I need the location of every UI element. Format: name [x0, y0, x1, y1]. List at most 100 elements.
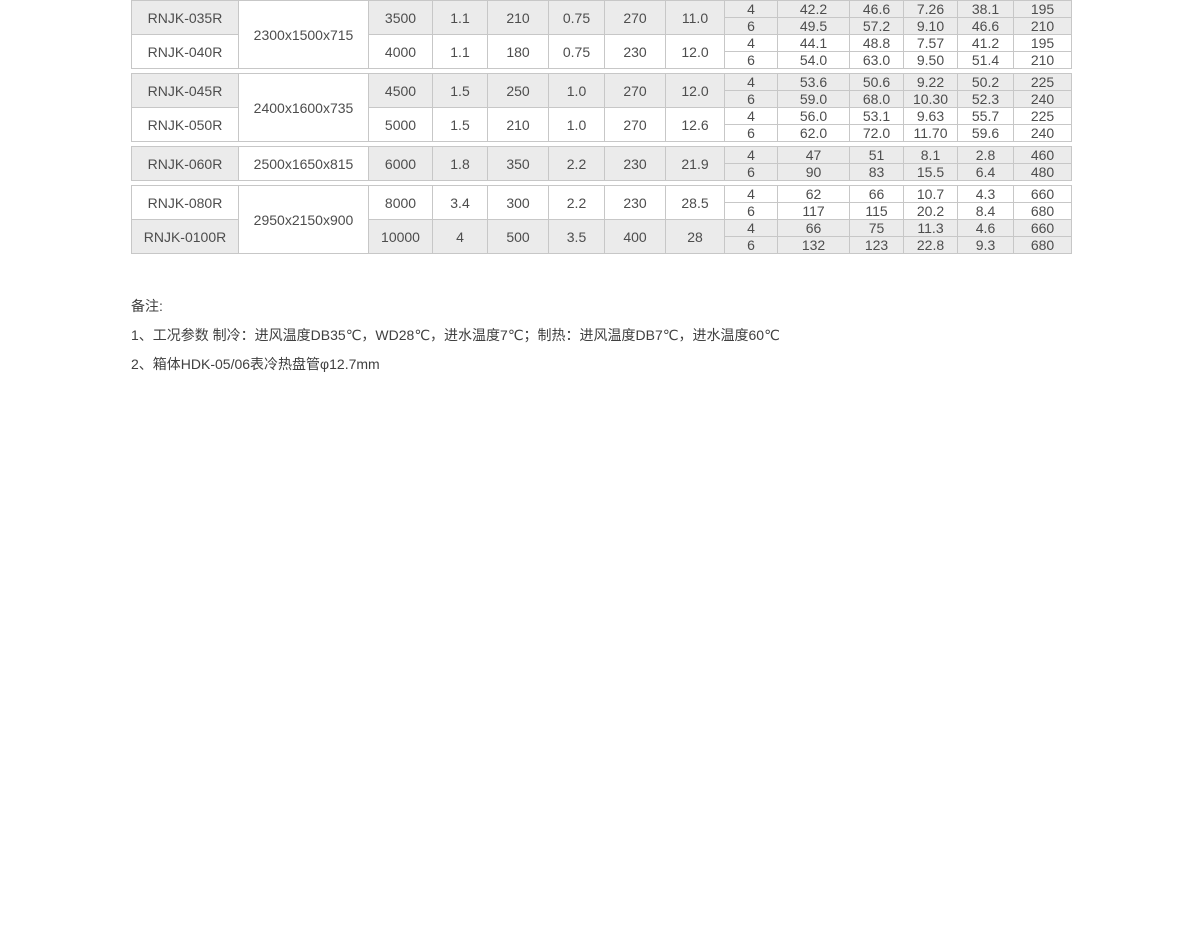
value-cell: 195: [1013, 0, 1072, 18]
coil-rows-cell: 6: [724, 124, 778, 142]
model-cell: RNJK-060R: [131, 146, 239, 181]
value-cell: 47: [777, 146, 850, 164]
value-cell: 68.0: [849, 90, 904, 108]
table-row: RNJK-035R 2300x1500x715 3500 1.1 210 0.75 270 1…: [131, 0, 1072, 69]
value-cell: 90: [777, 163, 850, 181]
dimension-cell: 2950x2150x900: [238, 185, 369, 254]
table-row: RNJK-050R 5000 1.5 210 1.0 270 12.6 4 56.0 53.1 9.…: [131, 107, 1072, 142]
value-cell: 42.2: [777, 0, 850, 18]
table-row: 6 90 83 15.5 6.4 480: [132, 163, 1072, 181]
model-cell: RNJK-045R: [131, 73, 239, 108]
value-cell: 660: [1013, 185, 1072, 203]
model-cell: RNJK-035R: [131, 0, 239, 35]
value-cell: 210: [1013, 51, 1072, 69]
value-cell: 52.3: [957, 90, 1014, 108]
value-cell: 10.7: [903, 185, 958, 203]
dimension-cell: 2400x1600x735: [238, 73, 369, 142]
value-cell: 210: [487, 0, 549, 35]
notes-section: 备注: 1、工况参数 制冷：进风温度DB35℃，WD28℃，进水温度7℃；制热：…: [131, 292, 780, 379]
model-cell: RNJK-0100R: [131, 219, 239, 254]
value-cell: 1.8: [432, 146, 488, 181]
value-cell: 400: [604, 219, 666, 254]
table-row: 6 117 115 20.2 8.4 680: [132, 202, 1072, 220]
value-cell: 8000: [368, 185, 433, 220]
coil-rows-cell: 6: [724, 236, 778, 254]
value-cell: 57.2: [849, 17, 904, 35]
table-row: RNJK-040R 4000 1.1 180 0.75 230 12.0 4 44.1 48.8 7…: [131, 34, 1072, 69]
coil-rows-cell: 4: [724, 185, 778, 203]
value-cell: 66: [849, 185, 904, 203]
value-cell: 123: [849, 236, 904, 254]
value-cell: 4500: [368, 73, 433, 108]
table-row: RNJK-080R 2950x2150x900 8000 3.4 300 2.2 230 28…: [131, 185, 1072, 254]
value-cell: 680: [1013, 202, 1072, 220]
value-cell: 1.0: [548, 107, 605, 142]
value-cell: 10000: [368, 219, 433, 254]
value-cell: 2.2: [548, 146, 605, 181]
value-cell: 38.1: [957, 0, 1014, 18]
model-cell: RNJK-040R: [131, 34, 239, 69]
value-cell: 117: [777, 202, 850, 220]
value-cell: 62: [777, 185, 850, 203]
value-cell: 22.8: [903, 236, 958, 254]
value-cell: 4000: [368, 34, 433, 69]
value-cell: 11.3: [903, 219, 958, 237]
coil-rows-cell: 4: [724, 0, 778, 18]
value-cell: 115: [849, 202, 904, 220]
value-cell: 50.2: [957, 73, 1014, 91]
value-cell: 44.1: [777, 34, 850, 52]
value-cell: 270: [604, 0, 666, 35]
model-cell: RNJK-080R: [131, 185, 239, 220]
value-cell: 1.0: [548, 73, 605, 108]
value-cell: 83: [849, 163, 904, 181]
value-cell: 54.0: [777, 51, 850, 69]
value-cell: 75: [849, 219, 904, 237]
value-cell: 460: [1013, 146, 1072, 164]
value-cell: 132: [777, 236, 850, 254]
note-line-1: 1、工况参数 制冷：进风温度DB35℃，WD28℃，进水温度7℃；制热：进风温度…: [131, 327, 780, 343]
value-cell: 56.0: [777, 107, 850, 125]
value-cell: 2.8: [957, 146, 1014, 164]
value-cell: 11.70: [903, 124, 958, 142]
value-cell: 21.9: [665, 146, 725, 181]
value-cell: 8.4: [957, 202, 1014, 220]
value-cell: 225: [1013, 107, 1072, 125]
spec-table-group: RNJK-080R 2950x2150x900 8000 3.4 300 2.2 230 28…: [131, 185, 1072, 254]
value-cell: 4.6: [957, 219, 1014, 237]
value-cell: 230: [604, 146, 666, 181]
value-cell: 10.30: [903, 90, 958, 108]
value-cell: 12.0: [665, 73, 725, 108]
coil-rows-cell: 6: [724, 163, 778, 181]
value-cell: 55.7: [957, 107, 1014, 125]
value-cell: 270: [604, 107, 666, 142]
value-cell: 12.6: [665, 107, 725, 142]
table-row: RNJK-0100R 10000 4 500 3.5 400 28 4 66 75 11.3 4.6 6…: [131, 219, 1072, 254]
value-cell: 3.4: [432, 185, 488, 220]
value-cell: 8.1: [903, 146, 958, 164]
value-cell: 5000: [368, 107, 433, 142]
value-cell: 62.0: [777, 124, 850, 142]
value-cell: 240: [1013, 90, 1072, 108]
value-cell: 49.5: [777, 17, 850, 35]
coil-rows-cell: 6: [724, 17, 778, 35]
value-cell: 2.2: [548, 185, 605, 220]
dimension-cell: 2500x1650x815: [238, 146, 369, 181]
spec-table-group: RNJK-060R 2500x1650x815 6000 1.8 350 2.2 230 21…: [131, 146, 1072, 181]
value-cell: 210: [487, 107, 549, 142]
coil-rows-cell: 4: [724, 219, 778, 237]
value-cell: 9.3: [957, 236, 1014, 254]
table-row: RNJK-045R 2400x1600x735 4500 1.5 250 1.0 270 12…: [131, 73, 1072, 142]
value-cell: 1.5: [432, 107, 488, 142]
value-cell: 230: [604, 185, 666, 220]
coil-rows-cell: 6: [724, 202, 778, 220]
value-cell: 195: [1013, 34, 1072, 52]
value-cell: 500: [487, 219, 549, 254]
value-cell: 63.0: [849, 51, 904, 69]
value-cell: 1.1: [432, 0, 488, 35]
value-cell: 660: [1013, 219, 1072, 237]
value-cell: 48.8: [849, 34, 904, 52]
value-cell: 7.26: [903, 0, 958, 18]
value-cell: 7.57: [903, 34, 958, 52]
value-cell: 4: [432, 219, 488, 254]
